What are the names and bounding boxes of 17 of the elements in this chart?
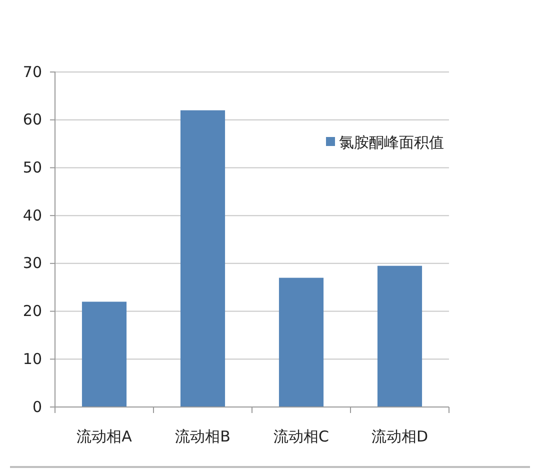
legend-label: 氯胺酮峰面积值 bbox=[339, 133, 444, 152]
bar bbox=[377, 266, 422, 407]
y-tick-label: 70 bbox=[22, 62, 42, 81]
x-tick-label: 流动相D bbox=[371, 428, 428, 446]
y-tick-label: 60 bbox=[22, 110, 42, 129]
bar bbox=[180, 110, 226, 407]
y-tick-label: 10 bbox=[22, 350, 42, 368]
y-tick-label: 40 bbox=[22, 206, 42, 224]
x-tick-label: 流动相A bbox=[76, 428, 133, 446]
bar bbox=[278, 278, 324, 407]
x-tick-label: 流动相C bbox=[274, 428, 329, 446]
bar bbox=[82, 302, 127, 407]
y-tick-label: 30 bbox=[22, 254, 42, 272]
x-tick-label: 流动相B bbox=[175, 428, 230, 446]
y-tick-label: 0 bbox=[32, 398, 42, 416]
y-tick-label: 50 bbox=[22, 158, 42, 177]
y-tick-label: 20 bbox=[22, 302, 42, 320]
